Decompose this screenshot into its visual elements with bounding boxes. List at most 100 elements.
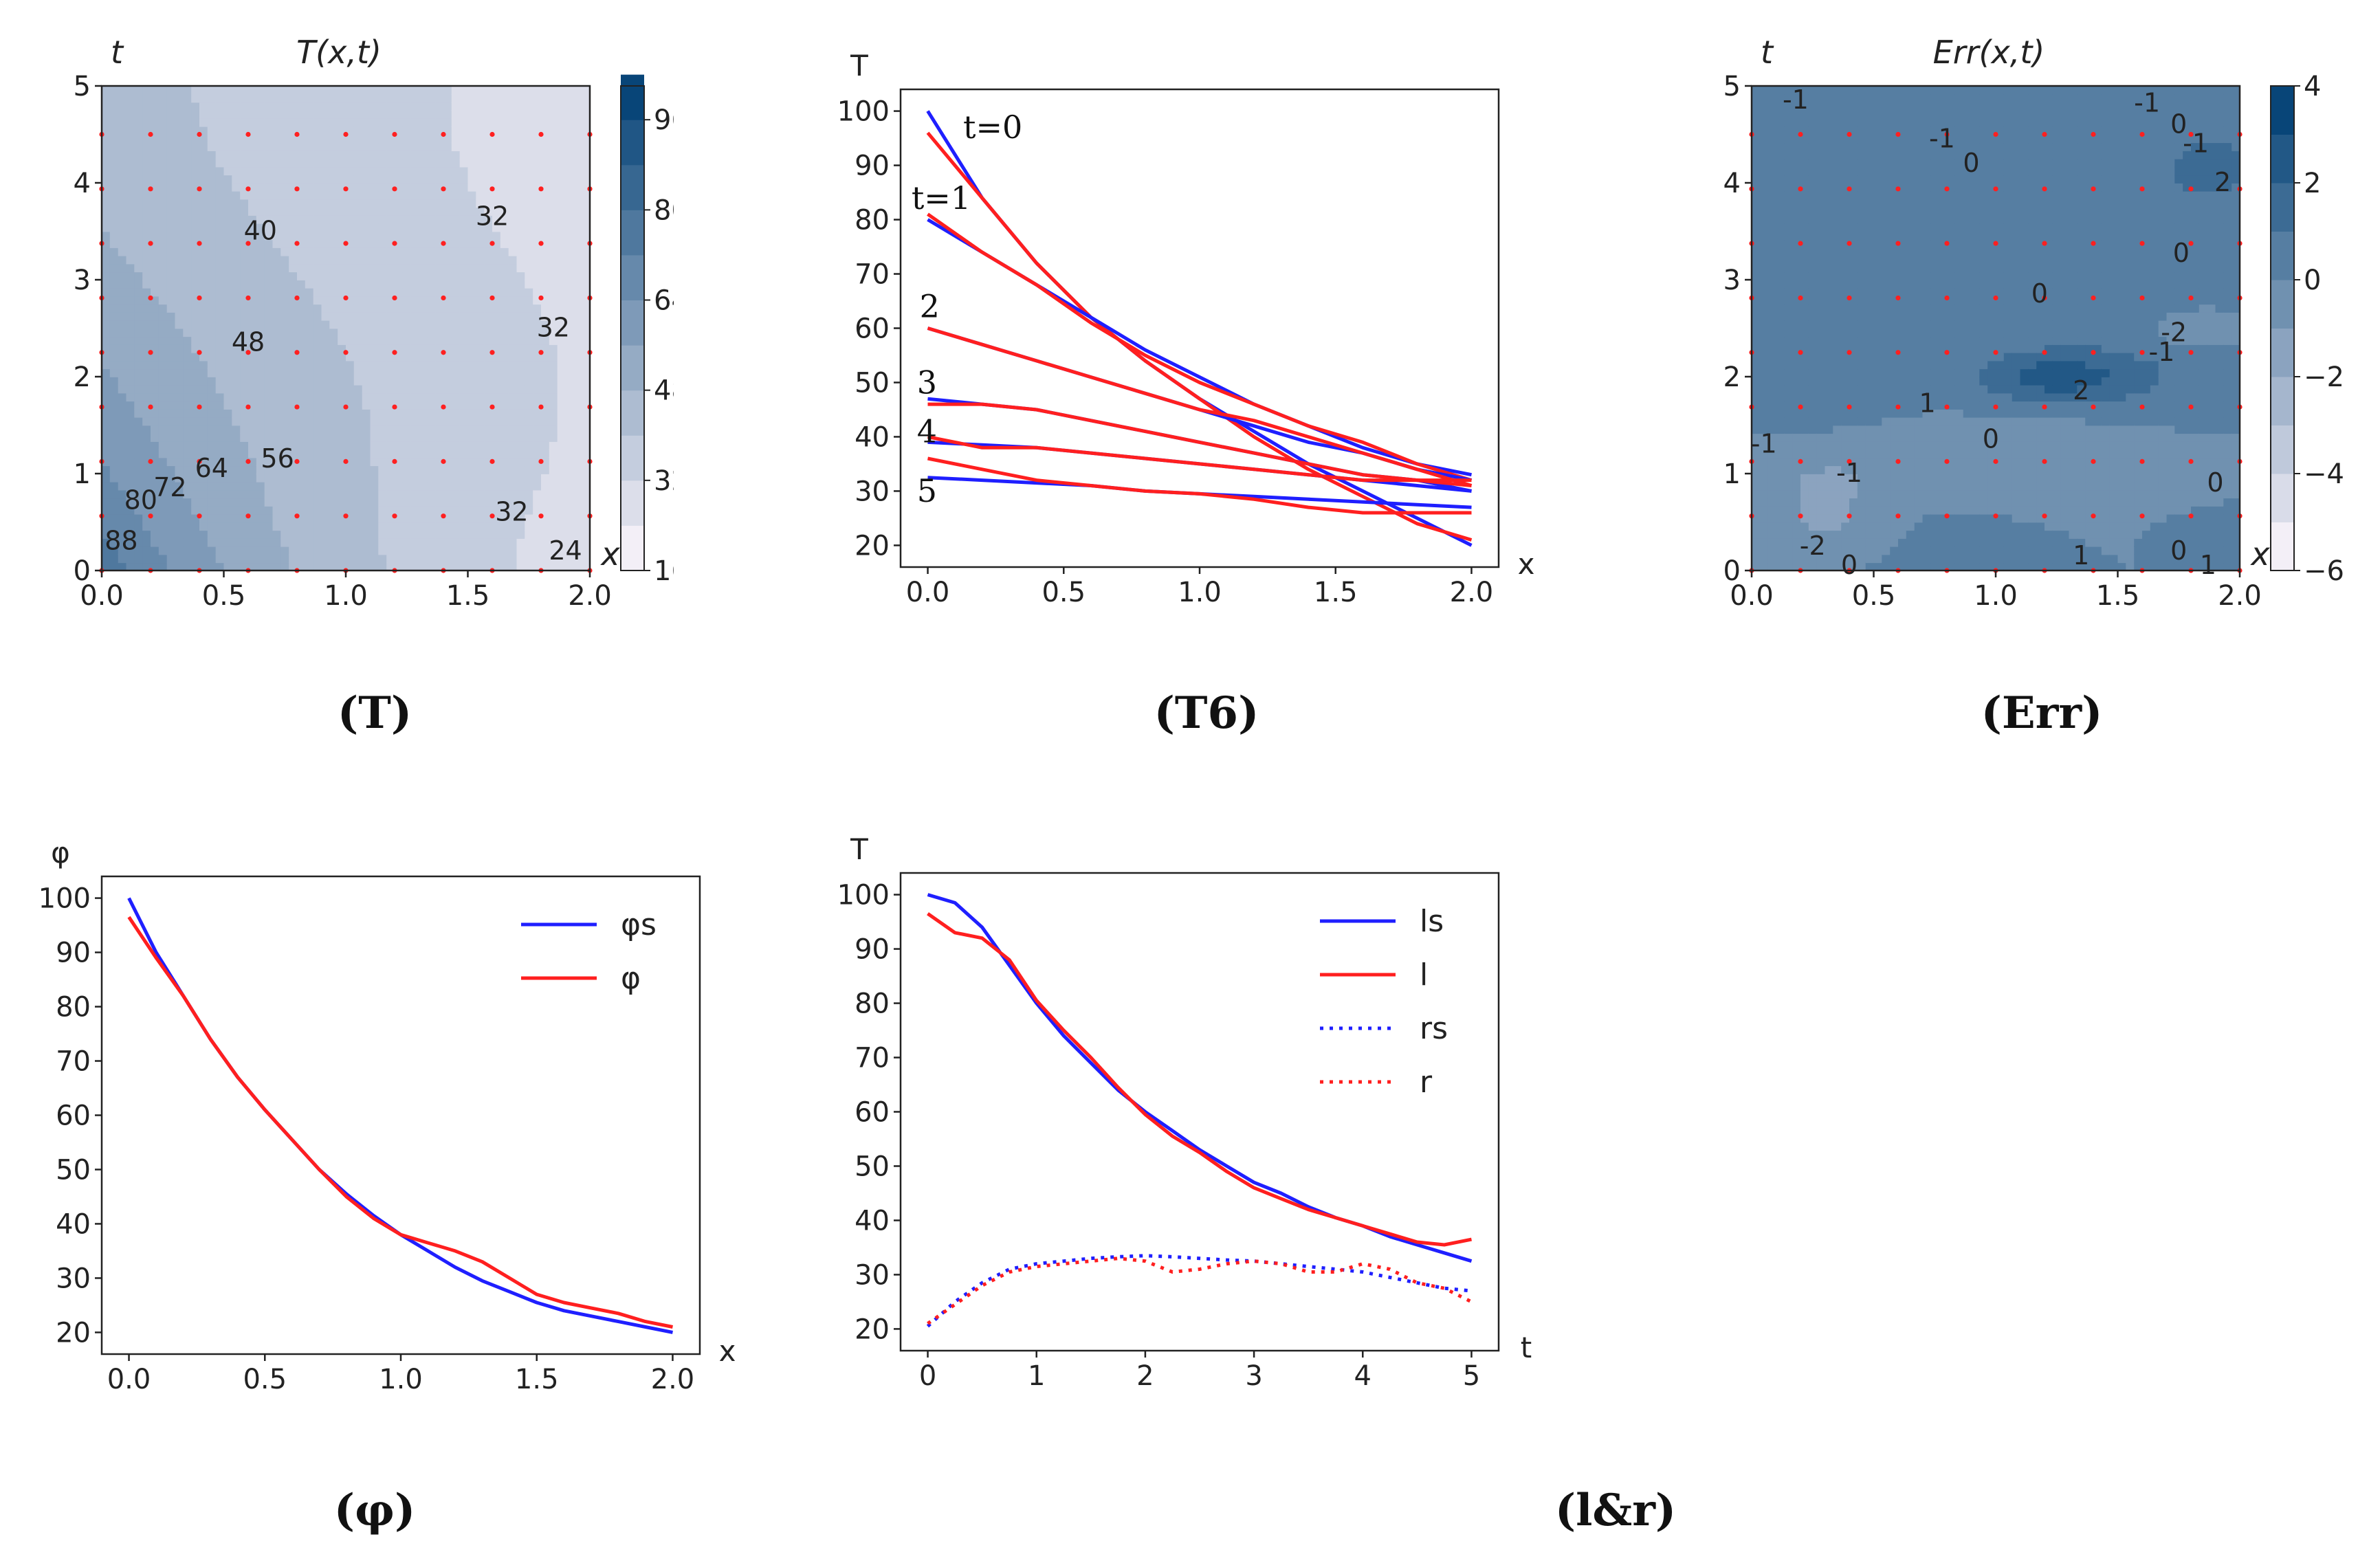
Err-field-cell [1784, 247, 1793, 256]
Err-field-cell [1841, 368, 1850, 377]
T-field-cell [533, 392, 542, 402]
T-field-cell [272, 562, 282, 571]
Err-field-cell [1752, 190, 1761, 200]
T-field-cell [492, 175, 501, 184]
T-field-cell [142, 392, 151, 402]
T-field-cell [280, 401, 289, 410]
T-field-cell [435, 215, 444, 224]
T-field-cell [565, 457, 575, 467]
T-field-cell [508, 562, 518, 571]
T-field-cell [516, 175, 526, 184]
Err-field-cell [1873, 296, 1883, 305]
Err-field-cell [1873, 102, 1883, 111]
T-field-cell [419, 199, 428, 208]
T-field-cell [166, 320, 176, 329]
Err-field-cell [1800, 239, 1809, 248]
Err-field-cell [1759, 538, 1769, 547]
T-field-cell [232, 110, 241, 119]
T-field-cell [459, 93, 469, 103]
T-field-cell [215, 239, 225, 248]
T-field-cell [508, 506, 518, 515]
T-field-cell [516, 296, 526, 305]
T-field-cell [109, 166, 119, 176]
T-field-cell [541, 151, 550, 159]
T-field-cell [370, 546, 379, 555]
Err-field-cell [1767, 336, 1777, 345]
T-field-cell [395, 255, 404, 265]
T-field-cell [484, 384, 493, 394]
T-field-cell [516, 481, 526, 491]
T-field-cell [346, 199, 355, 208]
T-field-cell [102, 175, 111, 184]
T-y-tick-label: 4 [74, 168, 91, 199]
T-field-cell [264, 498, 274, 507]
T-field-cell [248, 110, 257, 119]
T-field-cell [459, 344, 469, 353]
T-field-cell [102, 158, 111, 168]
T-sample-point [197, 458, 202, 464]
T-field-cell [175, 102, 184, 111]
T-field-cell [467, 409, 477, 418]
T-field-cell [419, 328, 428, 337]
T-field-cell [549, 417, 558, 426]
T-field-cell [223, 530, 233, 539]
T-field-cell [183, 481, 192, 491]
T-field-cell [102, 272, 111, 280]
T-field-cell [142, 320, 151, 329]
T-field-cell [451, 151, 461, 159]
Err-field-cell [1808, 93, 1818, 103]
T-field-cell [280, 320, 289, 329]
T-field-cell [297, 151, 306, 159]
T-field-cell [353, 247, 363, 256]
Err-field-cell [1759, 457, 1769, 467]
T-field-cell [223, 151, 233, 159]
T-field-cell [427, 312, 436, 321]
T-field-cell [402, 142, 412, 151]
T-field-cell [533, 102, 542, 111]
Err-field-cell [1776, 433, 1785, 442]
T-field-cell [410, 199, 420, 208]
T-field-cell [541, 409, 550, 418]
T-field-cell [183, 126, 192, 135]
T-field-cell [126, 102, 135, 111]
T-field-cell [305, 368, 314, 377]
T-field-cell [223, 481, 233, 491]
T-field-cell [402, 474, 412, 483]
T-field-cell [459, 231, 469, 241]
T-field-cell [215, 417, 225, 426]
T-field-cell [565, 175, 575, 184]
T-field-cell [126, 175, 135, 184]
Err-field-cell [1808, 255, 1818, 265]
T-field-cell [435, 207, 444, 216]
Err-field-cell [1841, 255, 1850, 265]
T-field-cell [500, 546, 509, 555]
Err-field-cell [1898, 86, 1907, 95]
Err-field-cell [1816, 352, 1826, 362]
T-field-cell [565, 126, 575, 135]
T-field-cell [451, 433, 461, 442]
Err-field-cell [1759, 296, 1769, 305]
Err-field-cell [1767, 272, 1777, 280]
T-field-cell [126, 93, 135, 103]
Err-field-cell [1849, 481, 1858, 491]
T-field-cell [565, 489, 575, 499]
T-field-cell [516, 489, 526, 499]
T-field-cell [346, 441, 355, 450]
Err-field-cell [1776, 384, 1785, 394]
T-x-tick-label: 2.0 [568, 580, 612, 612]
T-field-cell [272, 336, 282, 345]
Err-field-cell [1906, 215, 1915, 224]
T-field-cell [508, 199, 518, 208]
T-field-cell [232, 554, 241, 564]
T-field-cell [492, 231, 501, 241]
T-field-cell [402, 401, 412, 410]
T-field-cell [484, 215, 493, 224]
Err-field-cell [1906, 360, 1915, 370]
T-field-cell [329, 142, 338, 151]
Err-field-cell [1816, 449, 1826, 458]
Err-field-cell [1759, 247, 1769, 256]
Err-field-cell [1841, 489, 1850, 499]
T-field-cell [443, 239, 452, 248]
T-field-cell [166, 474, 176, 483]
T-field-cell [289, 320, 298, 329]
